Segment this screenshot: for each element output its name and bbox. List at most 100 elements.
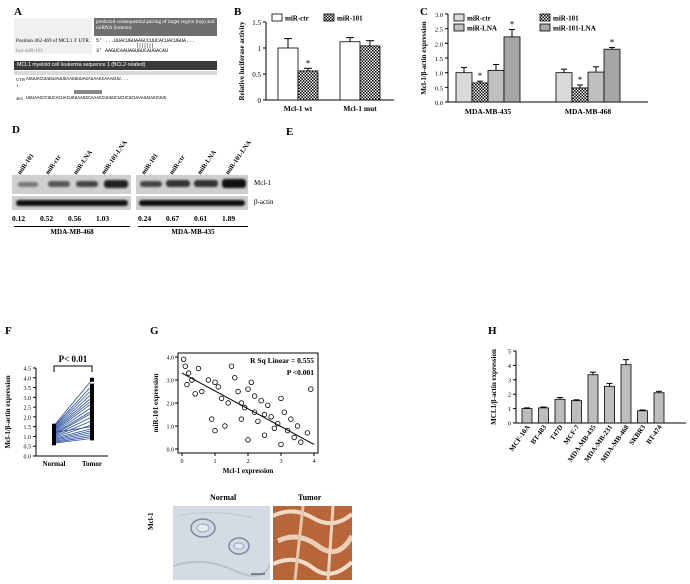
y-axis-label: MCL1/β-actin expression xyxy=(490,349,498,425)
legend-swatch xyxy=(454,24,464,31)
y-tick-label: 0 xyxy=(258,97,262,105)
legend-swatch xyxy=(540,24,550,31)
scatter-point xyxy=(289,417,294,422)
panel-a-label: A xyxy=(14,6,22,18)
significance-star: * xyxy=(306,58,311,68)
bar xyxy=(654,393,664,423)
bar-miR-101-LNA xyxy=(504,37,520,102)
y-tick-label: 3.5 xyxy=(24,386,32,392)
y-tick-label: 4.5 xyxy=(24,367,32,373)
significance-star: * xyxy=(578,75,583,85)
tumor-point xyxy=(90,436,94,440)
band xyxy=(76,181,98,187)
scatter-point xyxy=(246,387,251,392)
scatter-point xyxy=(282,410,287,415)
fit-line xyxy=(182,373,314,444)
bar xyxy=(638,411,648,423)
bar-miR-ctr xyxy=(278,48,298,100)
utr-seq2: UUUAAGCCUUCACUACUGUAAGGCAAAGCUUUUCUCUCUC… xyxy=(26,96,216,101)
y-tick-label: 2.5 xyxy=(24,406,32,412)
scatter-point xyxy=(299,440,304,445)
row-label-mcl1: Mcl-1 xyxy=(254,179,271,187)
bar-miR-101 xyxy=(572,88,588,102)
mirna-name: hsa-miR-101 xyxy=(16,48,92,54)
chart-c: 0.00.51.01.52.02.53.0Mcl-1/β-actin expre… xyxy=(418,6,658,124)
x-tick-label: 3 xyxy=(280,459,283,465)
scatter-point xyxy=(229,364,234,369)
bar xyxy=(605,386,615,423)
underline-435 xyxy=(138,226,248,227)
bar xyxy=(588,375,598,423)
y-axis-label: miR-101 expression xyxy=(152,374,160,433)
bar-miR-ctr xyxy=(556,73,572,102)
lane-label: miR-ctr xyxy=(168,154,186,176)
tumor-point xyxy=(90,405,94,409)
ihc-tumor-texture xyxy=(273,506,352,580)
y-tick-label: 2.0 xyxy=(167,402,175,408)
legend-swatch xyxy=(324,14,334,21)
panel-g-label: G xyxy=(150,325,159,337)
significance-bracket xyxy=(54,366,92,372)
lane-label: miR-ctr xyxy=(44,154,62,176)
row-label-actin: β-actin xyxy=(254,198,274,206)
bar-miR-LNA xyxy=(488,70,504,102)
y-axis-label: Relative luciferase activity xyxy=(238,21,246,100)
scatter-point xyxy=(272,426,277,431)
scatter-point xyxy=(266,403,271,408)
y-tick-label: 1.5 xyxy=(252,19,261,27)
scatter-point xyxy=(249,380,254,385)
tumor-point xyxy=(90,391,94,395)
x-tick-label: Mcl-1 wt xyxy=(284,104,313,113)
x-tick-label: 4 xyxy=(313,459,316,465)
y-tick-label: 3.0 xyxy=(24,396,32,402)
legend-label: miR-101-LNA xyxy=(553,25,596,33)
legend-label: miR-101 xyxy=(553,15,579,23)
tumor-point xyxy=(90,401,94,405)
cell-label-468: MDA-MB-468 xyxy=(14,228,130,236)
chart-b: 0 0.5 1 1.5 Relative luciferase activity Mcl-… xyxy=(234,8,404,124)
y-tick-label: 2.0 xyxy=(24,415,32,421)
band xyxy=(166,180,190,187)
y-tick-label: 0.0 xyxy=(24,455,32,461)
underline-468 xyxy=(14,226,130,227)
ihc-normal-image xyxy=(173,506,270,580)
y-tick-label: 1 xyxy=(508,406,511,413)
y-axis-label: Mcl-1/β-actin expression xyxy=(420,21,428,94)
scatter-point xyxy=(181,357,186,362)
scatter-point xyxy=(186,371,191,376)
scatter-point xyxy=(262,433,267,438)
scatter-point xyxy=(239,417,244,422)
y-tick-label: 0.0 xyxy=(435,100,443,107)
quant-value: 1.89 xyxy=(222,214,235,223)
position-text: Position 462-469 of MCL1 3' UTR xyxy=(16,38,92,44)
scatter-point xyxy=(262,412,267,417)
x-tick-label: T47D xyxy=(548,424,564,442)
scatter-point xyxy=(216,385,221,390)
cell-label-435: MDA-MB-435 xyxy=(138,228,248,236)
tumor-point xyxy=(90,419,94,423)
x-tick-label: MCF-10A xyxy=(508,424,532,453)
blot-468-mcl1 xyxy=(12,175,131,194)
blot-435-mcl1 xyxy=(136,175,248,194)
tumor-point xyxy=(90,425,94,429)
lane-label: miR-101 xyxy=(140,152,159,176)
blot-435-actin xyxy=(136,196,248,210)
y-tick-label: 1.0 xyxy=(435,71,443,78)
significance-star: * xyxy=(478,71,483,81)
x-tick-label: BT-483 xyxy=(529,423,548,446)
x-tick-label: Normal xyxy=(43,460,66,468)
legend-label: miR-ctr xyxy=(285,15,309,23)
scatter-point xyxy=(213,380,218,385)
y-axis-label: Mcl-1/β-actin expression xyxy=(4,375,12,448)
x-axis-label: Mcl-1 expression xyxy=(223,467,274,475)
bar-miR-101 xyxy=(472,83,488,102)
scatter-point xyxy=(183,364,188,369)
band xyxy=(140,181,162,187)
legend-swatch xyxy=(454,14,464,21)
bar xyxy=(621,365,631,423)
y-tick-label: 1.0 xyxy=(167,425,175,431)
scatter-point xyxy=(193,392,198,397)
x-tick-label: 0 xyxy=(181,459,184,465)
scatter-point xyxy=(308,387,313,392)
utr-pos2: 465 xyxy=(16,96,23,101)
